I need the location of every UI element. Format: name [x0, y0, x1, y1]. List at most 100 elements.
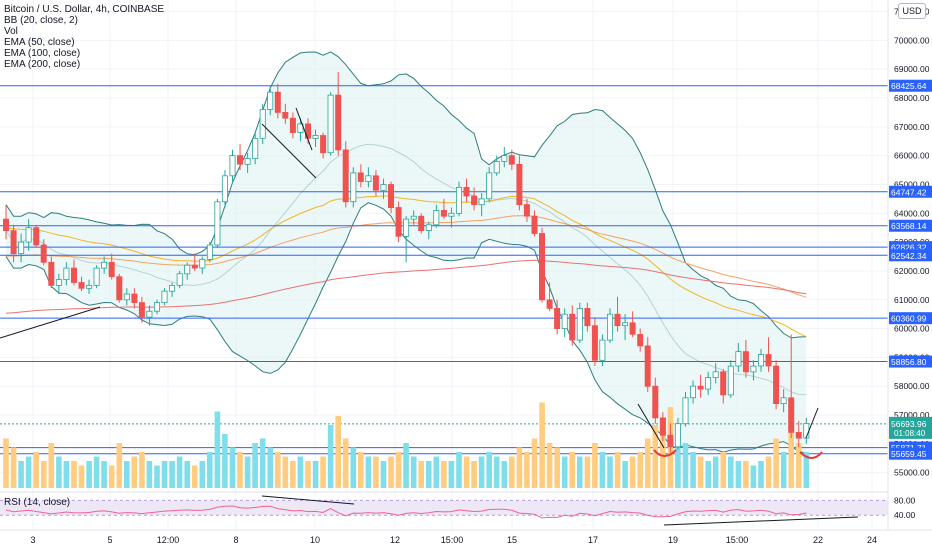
candle-body: [629, 322, 636, 335]
time-tick-label: 12: [390, 535, 400, 545]
candle-body: [274, 91, 281, 113]
candle-body: [365, 175, 372, 183]
volume-bar: [342, 438, 349, 488]
volume-bar: [10, 447, 17, 488]
candle-body: [387, 184, 394, 209]
volume-indicator-label[interactable]: Vol: [4, 26, 18, 37]
candle-body: [116, 276, 123, 301]
volume-bar: [758, 461, 764, 488]
volume-bar: [524, 452, 530, 488]
time-tick-label: 3: [30, 535, 35, 545]
candle-body: [712, 371, 719, 378]
volume-bar: [327, 425, 334, 488]
candle-body: [55, 279, 62, 286]
bb-indicator-label[interactable]: BB (20, close, 2): [4, 15, 78, 26]
volume-bar: [199, 461, 206, 488]
candle-body: [742, 351, 749, 373]
price-tick-label: 69000.00: [894, 64, 930, 74]
volume-bar: [426, 461, 432, 488]
candle-body: [18, 241, 25, 255]
last-price-tag: 56693.96: [891, 419, 927, 429]
volume-bar: [448, 461, 455, 488]
level-price-tag: 64747.42: [891, 187, 927, 197]
candle-body: [184, 264, 191, 275]
time-tick-label: 15: [507, 535, 517, 545]
volume-bar: [478, 456, 485, 488]
volume-bar: [146, 461, 153, 488]
candle-body: [267, 91, 274, 110]
candle-body: [644, 345, 651, 387]
ema200-indicator-label[interactable]: EMA (200, close): [4, 59, 81, 70]
level-price-tag-bg: [889, 447, 932, 460]
bb-basis: [5, 143, 807, 396]
volume-bar: [161, 461, 168, 488]
candle-body: [735, 351, 742, 367]
volume-bar: [78, 465, 85, 488]
volume-bar: [622, 461, 628, 488]
candle-body: [395, 207, 402, 237]
volume-bar: [403, 443, 409, 488]
volume-bar: [237, 452, 243, 488]
candle-body: [252, 137, 259, 159]
rsi-indicator-label[interactable]: RSI (14, close): [4, 497, 71, 508]
candle-body: [380, 184, 387, 191]
arc-marker: [653, 449, 677, 457]
volume-bar: [93, 456, 100, 488]
volume-bar: [229, 447, 236, 488]
candle-body: [788, 397, 795, 433]
candle-body: [471, 195, 478, 206]
candle-body: [304, 123, 311, 139]
candle-body: [101, 261, 108, 269]
ema100-indicator-label[interactable]: EMA (100, close): [4, 48, 81, 59]
volume-bar: [720, 452, 727, 488]
candle-body: [350, 172, 357, 203]
price-tick-label: 61000.00: [894, 295, 930, 305]
rsi-divergence-line: [663, 516, 859, 526]
candle-body: [523, 204, 530, 217]
chart-legend: Bitcoin / U.S. Dollar, 4h, COINBASE BB (…: [4, 4, 164, 70]
candle-body: [169, 284, 176, 292]
price-tick-label: 67000.00: [894, 122, 930, 132]
candle-body: [440, 209, 447, 217]
level-price-tag: 68425.64: [891, 81, 927, 91]
time-tick-label: 22: [813, 535, 823, 545]
candle-body: [289, 117, 296, 133]
volume-bar: [86, 461, 92, 488]
currency-button[interactable]: USD: [898, 3, 926, 19]
volume-bar: [486, 452, 492, 488]
candle-body: [48, 261, 55, 286]
candle-body: [561, 313, 568, 330]
volume-bar: [788, 425, 794, 488]
volume-bar: [629, 456, 636, 488]
ema50-indicator-label[interactable]: EMA (50, close): [4, 37, 75, 48]
trendline-drawing: [295, 107, 313, 151]
volume-bar: [539, 402, 545, 488]
candle-body: [282, 112, 289, 119]
rsi-tick-label: 40.00: [894, 510, 916, 520]
volume-bar: [214, 411, 221, 488]
candle-body: [86, 284, 93, 289]
candle-body: [176, 273, 183, 286]
time-tick-label: 12:00: [157, 535, 180, 545]
volume-bar: [380, 461, 387, 488]
level-price-tag: 62542.34: [891, 251, 927, 261]
time-tick-label: 15:00: [441, 535, 464, 545]
symbol-title: Bitcoin / U.S. Dollar, 4h, COINBASE: [4, 4, 165, 15]
candle-body: [78, 282, 85, 289]
candle-body: [320, 135, 327, 154]
volume-bar: [305, 461, 311, 488]
volume-bar: [275, 452, 281, 488]
volume-bar: [63, 461, 70, 488]
candle-body: [214, 201, 221, 246]
candle-body: [780, 397, 787, 404]
candle-body: [622, 322, 629, 327]
time-tick-label: 5: [107, 535, 112, 545]
volume-bar: [577, 456, 583, 488]
volume-bar: [101, 461, 107, 488]
volume-bar: [509, 456, 515, 488]
volume-bar: [690, 452, 696, 488]
time-tick-label: 10: [310, 535, 320, 545]
candle-body: [758, 354, 765, 367]
